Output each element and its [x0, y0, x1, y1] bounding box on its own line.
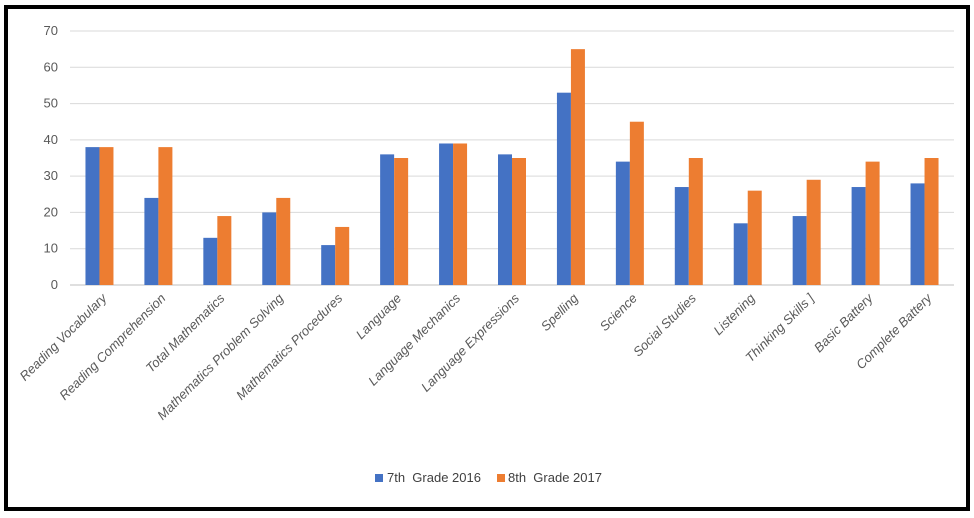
bar-science-2017 [629, 121, 644, 285]
bar-reading-vocabulary-2016 [85, 147, 100, 285]
bar-language-2017 [394, 158, 409, 285]
bar-complete-battery-2016 [910, 183, 925, 285]
y-tick-label: 60 [44, 59, 58, 74]
x-tick-label-social-studies: Social Studies [630, 290, 699, 359]
bar-thinking-skills-2016 [792, 216, 807, 285]
legend-label-8th-grade: 8th Grade 2017 [508, 470, 602, 485]
bar-mathematics-procedures-2017 [335, 226, 350, 285]
bar-chart: 0 10 20 30 40 50 60 70 Reading VocabularyReadin… [17, 23, 954, 485]
bar-language-2016 [380, 154, 395, 285]
y-axis-ticks: 0 10 20 30 40 50 60 70 [44, 23, 58, 292]
bar-complete-battery-2017 [924, 158, 939, 285]
bar-language-mechanics-2017 [453, 143, 468, 285]
bar-science-2016 [615, 161, 630, 285]
chart-frame: 0 10 20 30 40 50 60 70 Reading Vocabulary Readin… [4, 5, 970, 511]
y-tick-label: 10 [44, 241, 58, 256]
bar-basic-battery-2017 [865, 161, 880, 285]
x-tick-label-mathematics-problem-solving: Mathematics Problem Solving [154, 290, 287, 423]
bar-listening-2017 [747, 190, 762, 285]
x-tick-label-mathematics-procedures: Mathematics Procedures [233, 290, 346, 403]
x-tick-label-reading-comprehension: Reading Comprehension [56, 291, 168, 403]
y-tick-label: 50 [44, 96, 58, 111]
bar-language-mechanics-2016 [439, 143, 454, 285]
bar-reading-comprehension-2016 [144, 197, 159, 285]
legend-label-7th-grade: 7th Grade 2016 [387, 470, 481, 485]
x-tick-label-listening: Listening [710, 290, 758, 338]
bar-mathematics-procedures-2016 [321, 245, 336, 285]
bar-mathematics-problem-solving-2016 [262, 212, 277, 285]
bar-language-expressions-2016 [498, 154, 512, 285]
legend-swatch-8th-grade [497, 474, 505, 482]
bar-language-expressions-2017 [512, 158, 526, 285]
bars [85, 49, 939, 286]
bar-spelling-2016 [556, 92, 571, 285]
legend-swatch-7th-grade [375, 474, 383, 482]
bar-total-mathematics-2017 [217, 216, 232, 285]
y-tick-label: 30 [44, 168, 58, 183]
bar-basic-battery-2016 [851, 187, 866, 285]
bar-listening-2016 [733, 223, 748, 285]
bar-thinking-skills-2017 [806, 179, 821, 285]
bar-total-mathematics-2016 [203, 237, 218, 285]
y-tick-label: 0 [51, 277, 58, 292]
x-tick-label-basic-battery: Basic Battery [811, 289, 877, 355]
y-tick-label: 20 [44, 204, 58, 219]
x-tick-label-spelling: Spelling [538, 290, 582, 334]
bar-spelling-2017 [570, 49, 585, 286]
bar-mathematics-problem-solving-2017 [276, 197, 291, 285]
bar-social-studies-2016 [674, 187, 689, 285]
x-tick-label-language-expressions: Language Expressions [418, 290, 522, 394]
legend: 7th Grade 2016 8th Grade 2017 [375, 470, 602, 485]
bar-reading-comprehension-2017 [158, 147, 173, 285]
bar-reading-vocabulary-2017 [99, 147, 114, 285]
x-tick-label-science: Science [597, 291, 640, 334]
y-tick-label: 70 [44, 23, 58, 38]
x-tick-label-language: Language [353, 291, 405, 343]
bar-social-studies-2017 [688, 158, 703, 285]
y-tick-label: 40 [44, 132, 58, 147]
